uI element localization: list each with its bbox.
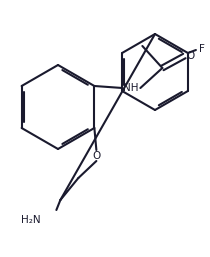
Text: O: O xyxy=(92,151,101,161)
Text: NH: NH xyxy=(123,83,139,93)
Text: O: O xyxy=(186,51,195,61)
Text: H₂N: H₂N xyxy=(21,215,40,225)
Text: F: F xyxy=(199,44,205,54)
